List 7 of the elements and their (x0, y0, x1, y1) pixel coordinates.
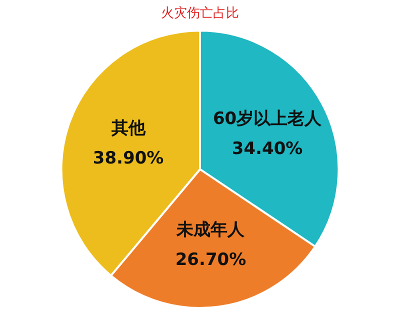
slice-label: 未成年人 (176, 220, 246, 240)
data-label: 34.40% (232, 138, 303, 159)
data-label: 26.70% (175, 250, 246, 270)
slice-label: 其他 (110, 118, 146, 139)
chart-title: 火灾伤亡占比 (161, 5, 239, 22)
slice-label: 60岁以上老人 (212, 108, 323, 129)
data-label: 38.90% (92, 148, 164, 169)
